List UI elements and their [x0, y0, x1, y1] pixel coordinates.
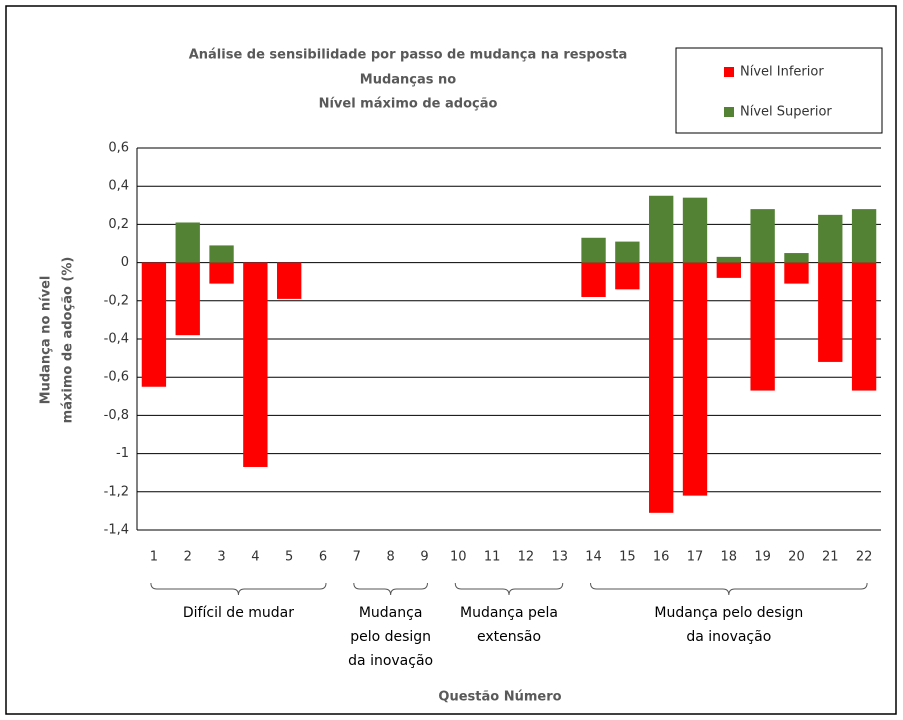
bar: [851, 209, 877, 263]
x-tick-label: 15: [619, 550, 636, 565]
bar: [649, 262, 674, 513]
x-tick-label: 9: [420, 550, 428, 565]
legend-swatch: [724, 107, 734, 117]
x-tick-label: 6: [319, 550, 327, 565]
legend-label: Nível Superior: [740, 105, 832, 120]
bar: [209, 262, 234, 284]
chart-title: Análise de sensibilidade por passo de mu…: [189, 48, 628, 63]
bar: [818, 262, 843, 362]
y-tick-label: 0,2: [108, 217, 129, 232]
bar: [716, 256, 741, 263]
bar: [209, 245, 234, 263]
y-tick-label: -0,8: [104, 408, 129, 423]
bar: [682, 262, 708, 496]
x-tick-label: 18: [721, 550, 738, 565]
bar: [175, 262, 200, 336]
bar: [784, 253, 809, 263]
bar: [851, 262, 877, 391]
y-axis-label: máximo de adoção (%): [61, 257, 76, 424]
group-label: da inovação: [686, 629, 771, 645]
bar: [141, 262, 167, 387]
group-label: Mudança: [359, 605, 423, 621]
chart-title: Nível máximo de adoção: [319, 97, 498, 112]
legend-box: [675, 47, 883, 134]
x-tick-label: 5: [285, 550, 293, 565]
bar: [581, 262, 606, 297]
x-tick-label: 16: [653, 550, 670, 565]
bar: [615, 241, 640, 263]
x-tick-label: 19: [754, 550, 771, 565]
bar: [716, 262, 741, 278]
y-tick-label: -0,4: [104, 332, 129, 347]
x-tick-label: 1: [150, 550, 158, 565]
x-tick-label: 20: [788, 550, 805, 565]
x-tick-label: 4: [251, 550, 259, 565]
y-tick-label: -1,2: [104, 484, 129, 499]
y-tick-label: -1: [116, 446, 129, 461]
x-tick-label: 10: [450, 550, 467, 565]
group-label: Difícil de mudar: [183, 605, 294, 621]
group-label: Mudança pela: [460, 605, 558, 621]
bar: [818, 214, 843, 263]
bar: [649, 195, 674, 263]
bar: [175, 222, 200, 263]
group-bracket: [590, 582, 868, 596]
y-tick-label: 0: [121, 255, 129, 270]
y-tick-label: -0,6: [104, 370, 129, 385]
group-label: pelo design: [350, 629, 431, 645]
y-tick-label: 0,4: [108, 179, 129, 194]
group-label: Mudança pelo design: [654, 605, 803, 621]
x-tick-label: 13: [551, 550, 568, 565]
bar: [277, 262, 302, 299]
x-tick-label: 8: [386, 550, 394, 565]
x-tick-label: 17: [687, 550, 704, 565]
x-tick-label: 22: [856, 550, 873, 565]
bar: [784, 262, 809, 284]
group-bracket: [353, 582, 428, 596]
x-tick-label: 3: [217, 550, 225, 565]
x-tick-label: 14: [585, 550, 602, 565]
y-tick-label: -0,2: [104, 293, 129, 308]
y-axis-label: Mudança no nível: [39, 276, 54, 405]
bar: [243, 262, 268, 467]
bar: [581, 237, 606, 263]
legend-label: Nível Inferior: [740, 65, 824, 80]
x-tick-label: 7: [353, 550, 361, 565]
x-axis-label: Questão Número: [438, 690, 561, 705]
bar: [615, 262, 640, 290]
bar: [750, 262, 775, 391]
x-tick-label: 11: [484, 550, 501, 565]
group-bracket: [454, 582, 564, 596]
x-tick-label: 12: [518, 550, 535, 565]
chart-title: Mudanças no: [360, 73, 457, 88]
x-tick-label: 2: [184, 550, 192, 565]
legend-swatch: [724, 67, 734, 77]
y-tick-label: 0,6: [108, 141, 129, 156]
y-tick-label: -1,4: [104, 523, 129, 538]
group-bracket: [150, 582, 327, 596]
bar: [750, 209, 775, 263]
group-label: da inovação: [348, 653, 433, 669]
bar: [682, 197, 708, 263]
group-label: extensão: [477, 629, 541, 645]
x-tick-label: 21: [822, 550, 839, 565]
